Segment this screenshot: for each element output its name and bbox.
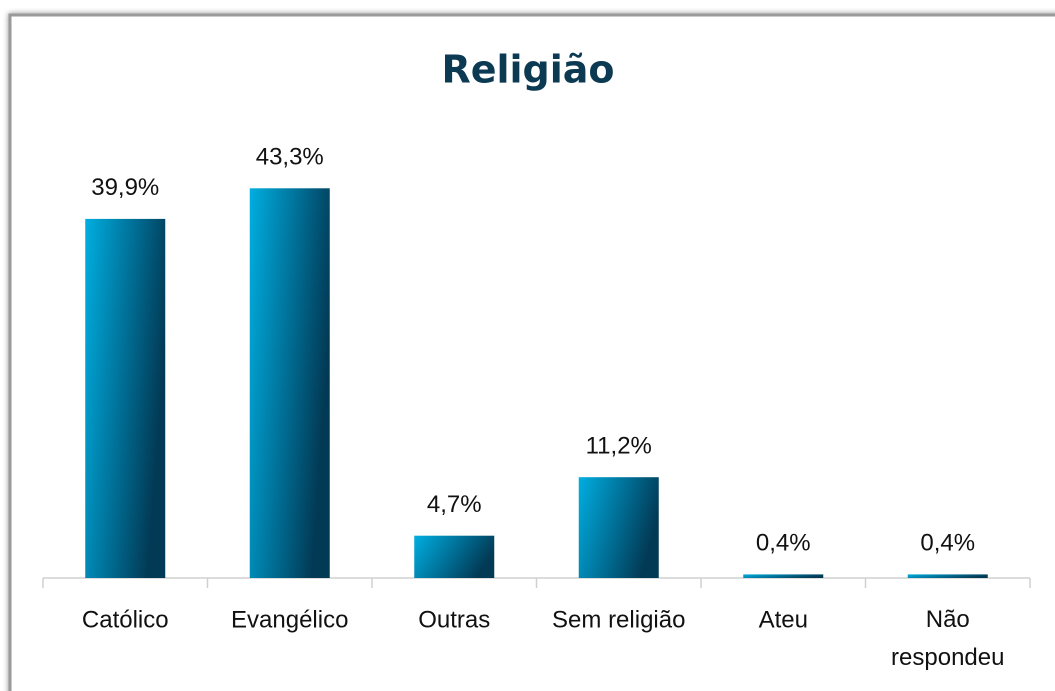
data-label: 4,7% — [427, 491, 482, 518]
x-tick-label: Ateu — [759, 606, 808, 633]
x-tick-label: Católico — [82, 606, 169, 633]
data-label: 43,3% — [256, 144, 324, 171]
chart-frame — [8, 13, 1055, 691]
chart-title: Religião — [441, 48, 614, 92]
bar — [907, 574, 988, 578]
bar — [743, 574, 824, 578]
x-tick-label: Não respondeu — [891, 606, 1004, 671]
data-label: 11,2% — [586, 433, 652, 460]
bar — [85, 218, 166, 578]
x-tick-label: Outras — [418, 606, 490, 633]
x-tick-label: Sem religião — [552, 606, 685, 633]
x-tick-label: Evangélico — [231, 606, 348, 633]
data-label: 0,4% — [756, 530, 811, 557]
bar — [578, 477, 659, 578]
bar — [414, 535, 495, 578]
data-label: 39,9% — [91, 174, 159, 201]
bar — [249, 188, 330, 579]
data-label: 0,4% — [920, 530, 975, 557]
